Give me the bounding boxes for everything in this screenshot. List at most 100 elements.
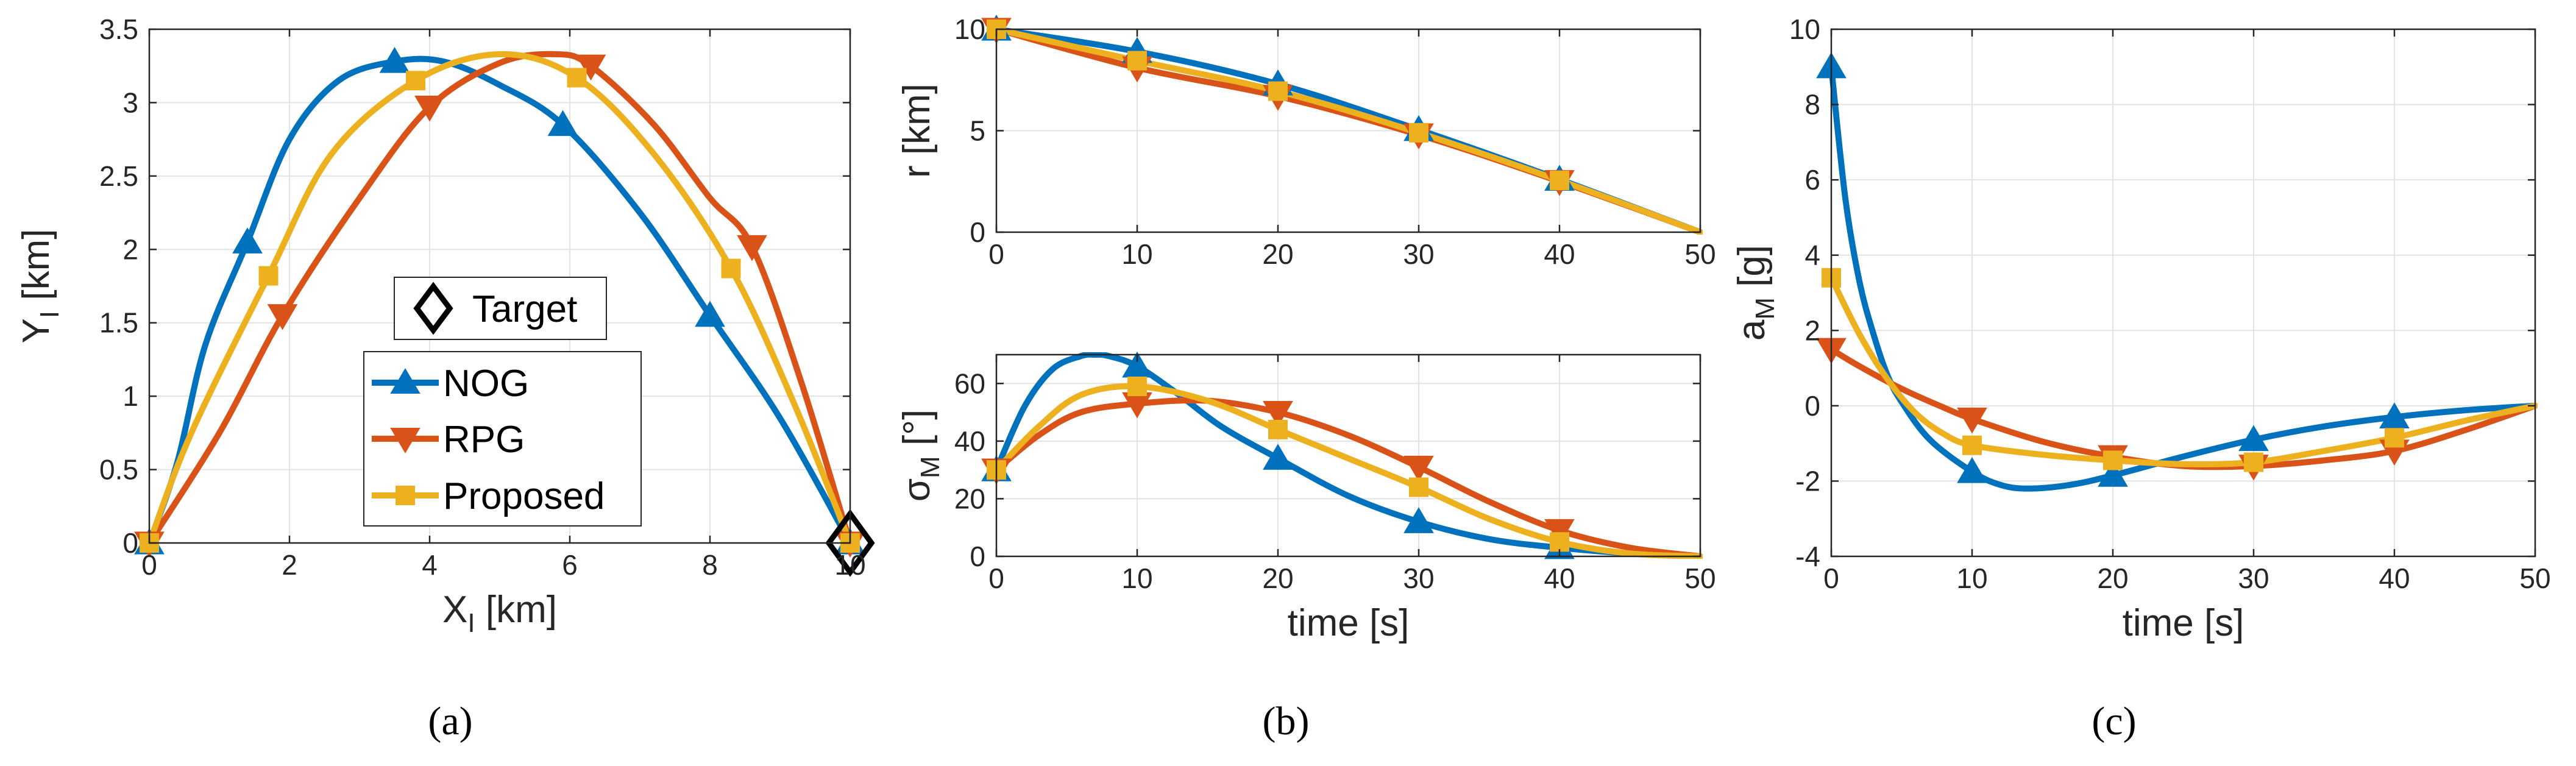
y-tick-label: 2	[122, 233, 138, 265]
marker-proposed	[1962, 435, 1982, 455]
y-tick-label: 0.5	[99, 454, 138, 486]
target-marker	[825, 509, 875, 577]
y-tick-label: 2.5	[99, 160, 138, 192]
x-axis-label: XI [km]	[442, 589, 557, 638]
marker-proposed	[2103, 450, 2123, 470]
x-tick-label: 40	[1544, 562, 1575, 594]
y-tick-label: 1	[122, 380, 138, 412]
series-markers	[1816, 52, 2410, 487]
caption-c: (c)	[2092, 699, 2136, 743]
y-tick-label: -2	[1795, 465, 1820, 497]
panel-a-trajectory-chart: 0 2 4 6 8 10 0 0.5 1 1.5 2 2.5 3 3.5 XI [km] YI [km]	[15, 13, 875, 638]
series-markers	[981, 15, 1575, 196]
marker-nog	[695, 300, 725, 327]
triangle-up-icon	[390, 368, 420, 394]
marker-rpg	[1957, 407, 1987, 434]
target-legend-box: Target	[394, 277, 607, 340]
y-tick-label: 0	[122, 527, 138, 559]
marker-nog	[1957, 456, 1987, 483]
axes-box	[995, 353, 1701, 558]
marker-proposed	[1550, 532, 1569, 552]
axes-box	[1830, 28, 2536, 558]
legend-label-rpg: RPG	[443, 419, 525, 461]
marker-proposed	[258, 266, 279, 286]
marker-rpg	[575, 54, 606, 81]
marker-proposed	[2244, 452, 2263, 472]
y-tick-label: 10	[954, 13, 985, 45]
marker-proposed	[1409, 122, 1428, 143]
target-diamond-icon	[413, 282, 453, 335]
x-tick-label: 0	[141, 549, 157, 581]
marker-proposed	[1127, 51, 1147, 71]
panel-b-sigma-chart: 0 10 20 30 40 50 0 20 40 60 time [s] σM [°]	[896, 351, 1716, 644]
marker-proposed	[406, 71, 425, 91]
y-tick-label: 40	[954, 425, 985, 457]
x-tick-label: 40	[1544, 238, 1575, 270]
marker-proposed	[1409, 477, 1428, 497]
marker-proposed	[2385, 428, 2404, 448]
series-line-nog	[1829, 63, 2538, 492]
y-tick-label: 20	[954, 483, 985, 514]
x-tick-label: 10	[1121, 562, 1152, 594]
marker-rpg	[1403, 455, 1434, 482]
marker-proposed	[721, 258, 741, 278]
y-tick-label: 3	[122, 87, 138, 118]
marker-nog	[1263, 444, 1293, 470]
y-axis-label: r [km]	[896, 83, 938, 178]
legend-entry-nog: NOG	[372, 363, 529, 405]
x-tick-label: 20	[1262, 562, 1293, 594]
marker-proposed	[1550, 171, 1569, 191]
x-tick-label: 50	[2519, 562, 2550, 594]
triangle-down-icon	[390, 428, 420, 453]
y-axis-label: aM [g]	[1731, 245, 1780, 341]
y-tick-label: 10	[1789, 13, 1820, 45]
y-tick-label: 2	[1804, 314, 1820, 346]
panel-c-acceleration-chart: 0 10 20 30 40 50 -4 -2 0 2 4 6 8 10 time [s] aM [g]	[1731, 13, 2551, 644]
legend-label-nog: NOG	[443, 363, 529, 405]
marker-proposed	[1268, 419, 1288, 439]
y-axis-label: σM [°]	[896, 410, 945, 502]
x-axis-label: time [s]	[1288, 602, 1410, 644]
x-tick-label: 50	[1684, 562, 1716, 594]
marker-rpg	[1544, 519, 1575, 545]
x-tick-label: 40	[2379, 562, 2410, 594]
x-tick-label: 10	[1956, 562, 1987, 594]
series-legend-box: NOG RPG Proposed	[363, 351, 642, 527]
y-tick-label: 60	[954, 367, 985, 399]
caption-a: (a)	[428, 699, 472, 743]
marker-rpg	[267, 304, 298, 330]
marker-nog	[2098, 461, 2128, 487]
marker-nog	[2238, 425, 2269, 452]
x-tick-label: 30	[1403, 238, 1434, 270]
series-lines	[994, 27, 1703, 235]
marker-nog	[547, 110, 578, 137]
marker-nog	[379, 47, 410, 73]
marker-proposed	[1127, 377, 1147, 397]
marker-proposed	[567, 68, 587, 88]
x-tick-label: 10	[834, 549, 865, 581]
marker-proposed	[1268, 81, 1288, 101]
y-axis-label: YI [km]	[15, 229, 65, 344]
y-tick-label: 8	[1804, 89, 1820, 121]
plot-area	[1831, 29, 2535, 556]
marker-nog	[2379, 402, 2410, 428]
marker-rpg	[414, 96, 445, 122]
x-tick-label: 6	[562, 549, 578, 581]
marker-rpg	[1263, 400, 1293, 427]
y-tick-label: 0	[1804, 390, 1820, 422]
y-tick-label: 1.5	[99, 307, 138, 339]
legend-entry-rpg: RPG	[372, 419, 525, 461]
x-tick-label: 20	[2097, 562, 2128, 594]
x-tick-label: 8	[702, 549, 718, 581]
x-tick-label: 0	[1823, 562, 1839, 594]
y-tick-label: 6	[1804, 164, 1820, 196]
legend-label-proposed: Proposed	[443, 475, 605, 517]
y-tick-label: -4	[1795, 541, 1820, 572]
series-line-nog	[994, 352, 1703, 559]
axes-box	[148, 28, 851, 544]
y-tick-label: 3.5	[99, 13, 138, 45]
square-icon	[396, 486, 415, 505]
series-line-rpg	[147, 51, 853, 545]
caption-b: (b)	[1263, 699, 1310, 743]
